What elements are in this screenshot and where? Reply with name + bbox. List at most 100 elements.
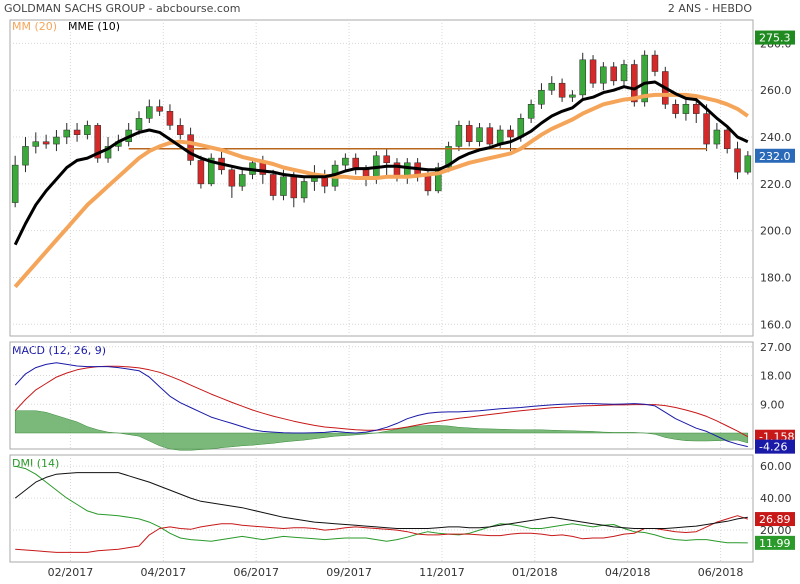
candle-body (135, 118, 143, 131)
candle-body (269, 174, 277, 196)
candle-body (610, 66, 617, 82)
di-minus-badge: 26.89 (759, 513, 791, 526)
candle-body (84, 125, 91, 135)
y-tick-label: 9.00 (760, 398, 785, 411)
candle-body (703, 113, 710, 145)
macd-signal-line (14, 365, 749, 438)
candle-body (435, 167, 442, 192)
candle-body (22, 146, 29, 166)
y-tick-label: 260.0 (760, 84, 792, 97)
candle-body (486, 127, 494, 145)
mme10-line (13, 80, 749, 246)
x-tick-label: 02/2017 (48, 566, 94, 579)
y-tick-label: 220.0 (760, 178, 792, 191)
candle-body (744, 155, 752, 173)
legend-mm20-label: MM (20) (12, 20, 57, 33)
candle-body (507, 129, 514, 138)
candle-body (569, 94, 576, 98)
candle-body (238, 174, 246, 187)
last-price-badge-bg (755, 148, 795, 163)
candle-body (445, 146, 452, 168)
candle-body (53, 136, 60, 145)
candle-body (146, 106, 153, 119)
candle-body (104, 146, 112, 159)
candle-body (424, 174, 432, 192)
candle-body (734, 148, 741, 173)
candle-body (600, 66, 607, 84)
legend-mme10-label: MME (10) (68, 20, 120, 33)
candle-body (73, 129, 81, 135)
candle-body (672, 104, 679, 114)
candle-body (94, 125, 101, 159)
x-tick-label: 06/2018 (698, 566, 744, 579)
y-tick-label: 40.00 (760, 492, 792, 505)
mm20-last-badge: 275.3 (759, 32, 791, 45)
candle-body (383, 155, 390, 164)
candle-body (32, 141, 40, 147)
x-tick-label: 11/2017 (419, 566, 465, 579)
mm20-line (13, 92, 749, 289)
candle-body (228, 169, 236, 187)
di-plus-badge: 11.99 (759, 537, 791, 550)
candle-body (620, 64, 628, 82)
candle-body (280, 176, 287, 196)
chart-title: GOLDMAN SACHS GROUP - abcbourse.com (4, 2, 240, 15)
candle-body (197, 160, 205, 185)
mm20-last-badge-bg (755, 30, 795, 45)
candle-body (300, 181, 308, 199)
dmi-panel-frame (9, 454, 754, 563)
y-tick-label: 160.0 (760, 318, 792, 331)
candle-body (496, 129, 504, 145)
candle-body (207, 157, 215, 185)
chart-period: 2 ANS - HEBDO (668, 2, 752, 15)
di-minus-line (15, 515, 748, 553)
x-tick-label: 09/2017 (326, 566, 372, 579)
candle-body (476, 127, 483, 142)
candle-body (589, 59, 597, 84)
dmi-panel-title: DMI (14) (12, 457, 59, 470)
x-tick-label: 04/2018 (605, 566, 651, 579)
y-tick-label: 27.00 (760, 341, 792, 354)
candle-body (548, 82, 556, 91)
y-tick-label: 20.00 (760, 524, 792, 537)
macd-line (14, 362, 748, 448)
candle-body (187, 134, 194, 161)
candle-body (558, 82, 566, 98)
candle-body (713, 129, 721, 145)
candle-body (723, 129, 731, 149)
candle-body (290, 176, 298, 199)
last-price-badge: 232.0 (759, 150, 791, 163)
candle-body (455, 125, 463, 147)
y-tick-label: 180.0 (760, 271, 792, 284)
candle-body (682, 104, 690, 114)
x-tick-label: 06/2017 (233, 566, 279, 579)
candle-body (42, 141, 50, 145)
candle-body (166, 111, 174, 126)
di-plus-line (15, 465, 748, 544)
candle-body (342, 157, 349, 166)
di-minus-badge-bg (755, 512, 795, 527)
x-tick-label: 01/2018 (512, 566, 558, 579)
macd-panel-title: MACD (12, 26, 9) (12, 344, 106, 357)
candle-body (527, 104, 535, 119)
adx-line (14, 472, 748, 529)
candle-body (641, 54, 648, 103)
y-tick-label: 60.00 (760, 460, 792, 473)
macd-histogram (14, 410, 749, 451)
macd-last-badge: -4.26 (759, 441, 787, 454)
candle-body (692, 104, 700, 114)
y-tick-label: 240.0 (760, 131, 792, 144)
candle-body (177, 125, 184, 135)
y-tick-label: 200.0 (760, 225, 792, 238)
candle-body (63, 129, 71, 138)
candle-body (579, 59, 586, 96)
candle-body (156, 106, 163, 112)
y-tick-label: 18.00 (760, 370, 792, 383)
candle-body (631, 64, 638, 103)
candle-body (11, 164, 19, 203)
di-plus-badge-bg (755, 535, 795, 550)
x-tick-label: 04/2017 (140, 566, 186, 579)
candle-body (651, 54, 659, 72)
